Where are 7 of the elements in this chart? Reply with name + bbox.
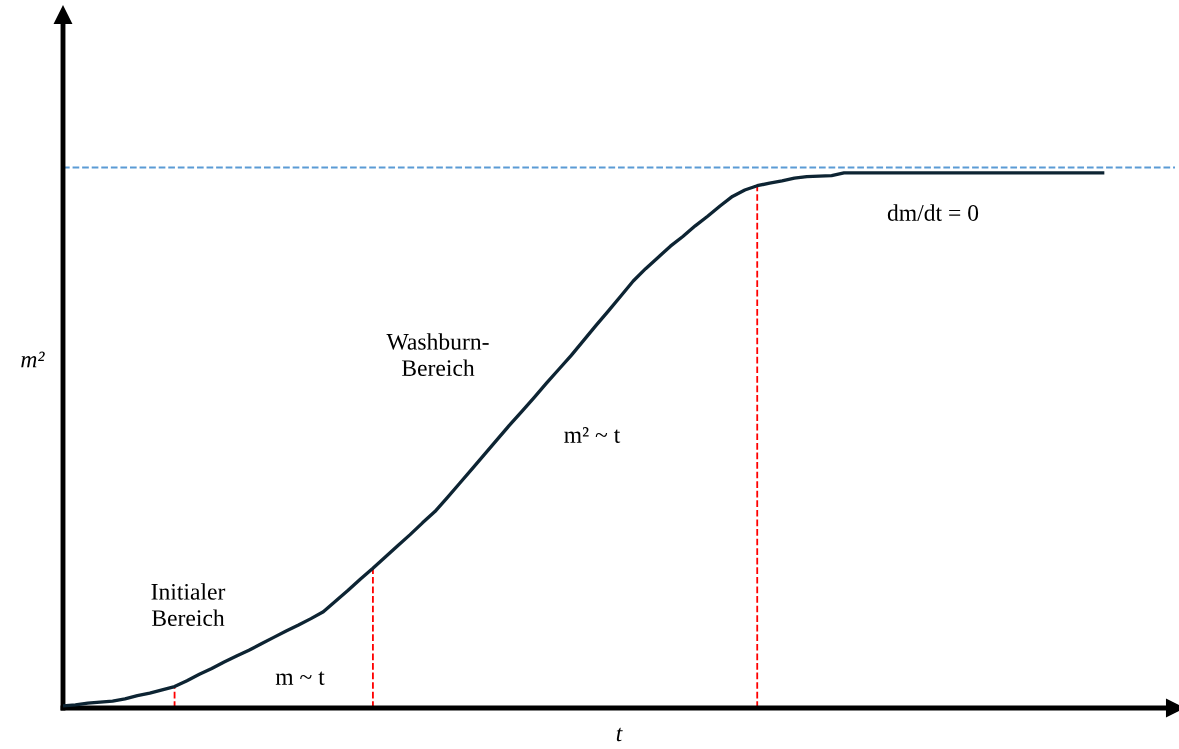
annotation: Initialer Bereich xyxy=(151,583,226,627)
annotation: m ~ t xyxy=(275,671,325,685)
annotation: m² ~ t xyxy=(564,427,621,443)
x-axis-title: t xyxy=(616,727,623,742)
y-axis-title: m² xyxy=(21,351,45,368)
annotation: Washburn- Bereich xyxy=(386,333,489,377)
annotation: dm/dt = 0 xyxy=(887,204,979,221)
